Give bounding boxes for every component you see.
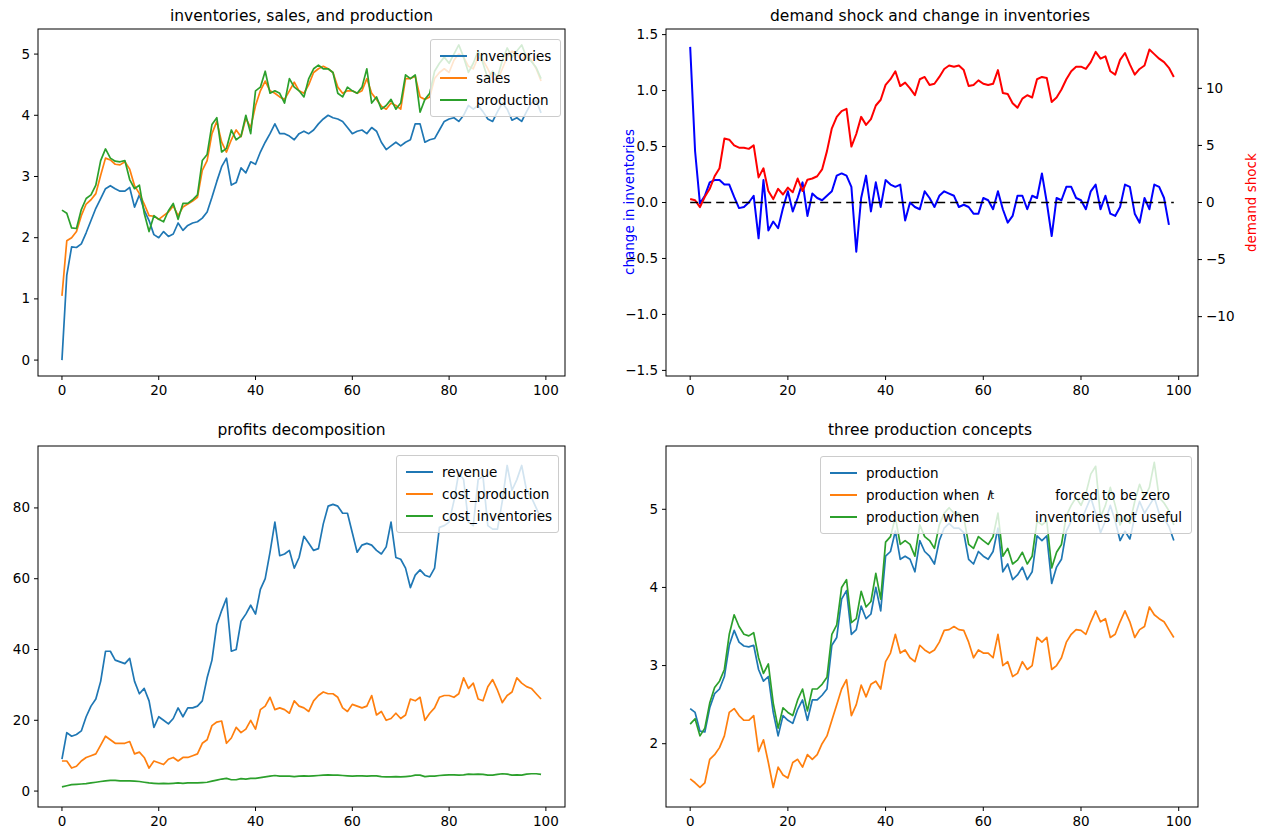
svg-text:1: 1 xyxy=(21,290,30,306)
svg-text:60: 60 xyxy=(13,570,30,586)
legend-label-right: forced to be zero xyxy=(1055,487,1170,503)
svg-text:100: 100 xyxy=(533,382,559,398)
chart-title-profits-decomposition: profits decomposition xyxy=(38,421,565,439)
legend-label: inventories xyxy=(476,48,551,64)
svg-text:80: 80 xyxy=(13,499,30,515)
svg-text:0: 0 xyxy=(21,783,30,799)
line-swatch-production-it-zero xyxy=(830,494,857,496)
legend-label: production when xyxy=(866,487,979,503)
legend-label: sales xyxy=(476,70,510,86)
svg-text:0: 0 xyxy=(58,382,67,398)
legend-label-right: inventories not useful xyxy=(1035,509,1182,525)
svg-text:2: 2 xyxy=(649,735,658,751)
svg-text:3: 3 xyxy=(21,168,30,184)
legend-item: sales xyxy=(440,67,551,89)
svg-text:100: 100 xyxy=(1166,382,1192,398)
svg-text:0.0: 0.0 xyxy=(637,194,658,210)
legend-item: production xyxy=(440,89,551,111)
legend-item: revenue xyxy=(406,461,549,483)
svg-text:2: 2 xyxy=(21,229,30,245)
svg-text:4: 4 xyxy=(21,107,30,123)
svg-text:60: 60 xyxy=(975,813,992,829)
legend-label: production xyxy=(866,465,939,481)
svg-text:−10: −10 xyxy=(1206,308,1235,324)
y-axis-label-demand-shock: demand shock xyxy=(1242,29,1260,376)
svg-text:0: 0 xyxy=(58,813,67,829)
svg-text:−5: −5 xyxy=(1206,251,1226,267)
svg-text:20: 20 xyxy=(13,712,30,728)
legend-item: production whenIt forced to be zero xyxy=(830,484,1182,506)
legend-inventories-sales-production: inventories sales production xyxy=(430,39,561,117)
svg-text:60: 60 xyxy=(344,813,361,829)
svg-text:20: 20 xyxy=(150,382,167,398)
line-swatch-inventories xyxy=(440,55,467,57)
legend-label: cost_production xyxy=(442,486,549,502)
chart-title-inventories-sales-production: inventories, sales, and production xyxy=(38,7,565,25)
line-swatch-cost-production xyxy=(406,493,433,495)
legend-item: cost_production xyxy=(406,483,549,505)
svg-text:10: 10 xyxy=(1206,80,1223,96)
svg-text:0: 0 xyxy=(1206,194,1215,210)
svg-text:80: 80 xyxy=(441,382,458,398)
svg-text:5: 5 xyxy=(1206,137,1215,153)
svg-text:20: 20 xyxy=(779,382,796,398)
svg-text:20: 20 xyxy=(150,813,167,829)
chart-title-demand-shock: demand shock and change in inventories xyxy=(664,7,1196,25)
line-swatch-production-no-inventories xyxy=(830,516,857,518)
y-axis-label-change-in-inventories: change in inventories xyxy=(620,29,638,376)
svg-text:40: 40 xyxy=(247,382,264,398)
svg-text:80: 80 xyxy=(441,813,458,829)
svg-text:0: 0 xyxy=(686,813,695,829)
svg-text:40: 40 xyxy=(877,382,894,398)
svg-text:5: 5 xyxy=(649,501,658,517)
legend-item: production xyxy=(830,462,1182,484)
line-swatch-sales xyxy=(440,77,467,79)
svg-text:100: 100 xyxy=(533,813,559,829)
legend-label: production xyxy=(476,92,549,108)
svg-text:60: 60 xyxy=(975,382,992,398)
svg-text:100: 100 xyxy=(1166,813,1192,829)
math-subscript-t: t xyxy=(990,490,994,501)
legend-three-production-concepts: production production whenIt forced to b… xyxy=(820,456,1192,534)
chart-title-three-production-concepts: three production concepts xyxy=(664,421,1196,439)
svg-text:60: 60 xyxy=(344,382,361,398)
legend-item: cost_inventories xyxy=(406,505,549,527)
legend-label: cost_inventories xyxy=(442,508,552,524)
svg-text:5: 5 xyxy=(21,46,30,62)
svg-text:0: 0 xyxy=(686,382,695,398)
svg-text:0.5: 0.5 xyxy=(637,138,658,154)
legend-label: production when xyxy=(866,509,979,525)
svg-text:80: 80 xyxy=(1072,382,1089,398)
svg-text:0: 0 xyxy=(21,352,30,368)
svg-text:40: 40 xyxy=(877,813,894,829)
legend-profits-decomposition: revenue cost_production cost_inventories xyxy=(396,455,559,533)
line-swatch-revenue xyxy=(406,471,433,473)
svg-text:20: 20 xyxy=(779,813,796,829)
svg-text:80: 80 xyxy=(1072,813,1089,829)
svg-text:1.5: 1.5 xyxy=(637,26,658,42)
line-swatch-production xyxy=(440,99,467,101)
line-swatch-cost-inventories xyxy=(406,515,433,517)
svg-text:40: 40 xyxy=(13,641,30,657)
figure: inventories, sales, and production deman… xyxy=(0,0,1268,834)
legend-item: production when inventories not useful xyxy=(830,506,1182,528)
svg-text:4: 4 xyxy=(649,579,658,595)
svg-text:3: 3 xyxy=(649,657,658,673)
legend-item: inventories xyxy=(440,45,551,67)
line-swatch-production xyxy=(830,472,857,474)
svg-text:40: 40 xyxy=(247,813,264,829)
svg-text:1.0: 1.0 xyxy=(637,82,658,98)
legend-label: revenue xyxy=(442,464,497,480)
